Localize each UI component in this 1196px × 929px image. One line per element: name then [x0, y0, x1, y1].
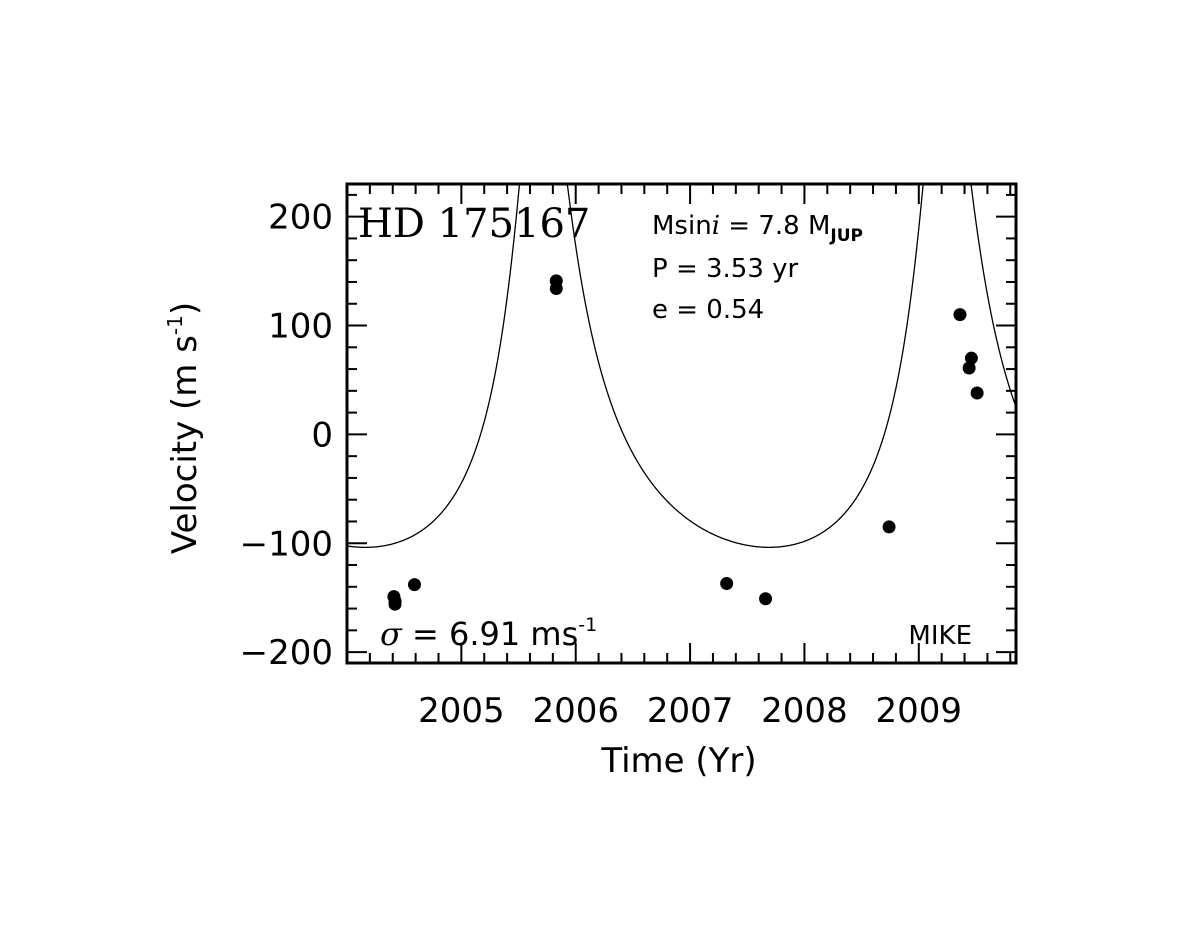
- x-tick-label: 2006: [532, 691, 619, 731]
- y-tick-label: −100: [240, 524, 333, 564]
- y-tick-label: −200: [240, 633, 333, 673]
- msini-mid: = 7.8 M: [720, 211, 830, 241]
- data-point: [720, 577, 734, 591]
- data-point: [388, 597, 402, 611]
- model-curve-group: [346, 183, 1017, 548]
- data-points-group: [387, 274, 984, 611]
- x-tick-label: 2007: [647, 691, 734, 731]
- sigma-symbol: σ: [380, 615, 403, 653]
- data-point: [962, 361, 976, 375]
- eccentricity-annotation: e = 0.54: [652, 295, 764, 325]
- data-point: [964, 351, 978, 365]
- msini-italic: i: [712, 211, 720, 241]
- model-curve: [346, 183, 1017, 548]
- plot-frame: [345, 182, 1018, 665]
- y-axis-label-sup: -1: [163, 315, 187, 335]
- y-axis-label-main: Velocity (m s: [165, 335, 205, 554]
- sigma-text: = 6.91 ms: [402, 615, 578, 653]
- data-point: [953, 308, 967, 322]
- chart-title: HD 175167: [358, 201, 590, 247]
- y-axis-label: Velocity (m s-1): [163, 302, 205, 554]
- y-tick-label: 200: [268, 198, 333, 238]
- sigma-sup: -1: [578, 614, 597, 636]
- data-point: [549, 282, 563, 296]
- x-tick-label: 2005: [418, 691, 505, 731]
- period-annotation: P = 3.53 yr: [652, 254, 799, 284]
- msini-annotation: Msini = 7.8 MJUP: [652, 211, 863, 246]
- msini-sub: JUP: [829, 226, 863, 246]
- data-point: [407, 578, 421, 592]
- x-tick-label: 2008: [761, 691, 848, 731]
- x-tick-label: 2009: [876, 691, 963, 731]
- x-axis-label: Time (Yr): [600, 741, 756, 781]
- data-point: [882, 520, 896, 534]
- y-axis-label-close: ): [165, 302, 205, 315]
- instrument-label: MIKE: [908, 621, 972, 651]
- y-tick-label: 100: [268, 307, 333, 347]
- tick-labels-group: −200 −100 0 100 200 2005 2006 2007 2008 2009: [240, 198, 962, 731]
- y-tick-label: 0: [311, 415, 333, 455]
- msini-prefix: Msin: [652, 211, 712, 241]
- data-point: [970, 386, 984, 400]
- axis-ticks-group: [346, 184, 1016, 663]
- sigma-annotation: σ = 6.91 ms-1: [380, 614, 597, 653]
- data-point: [759, 592, 773, 606]
